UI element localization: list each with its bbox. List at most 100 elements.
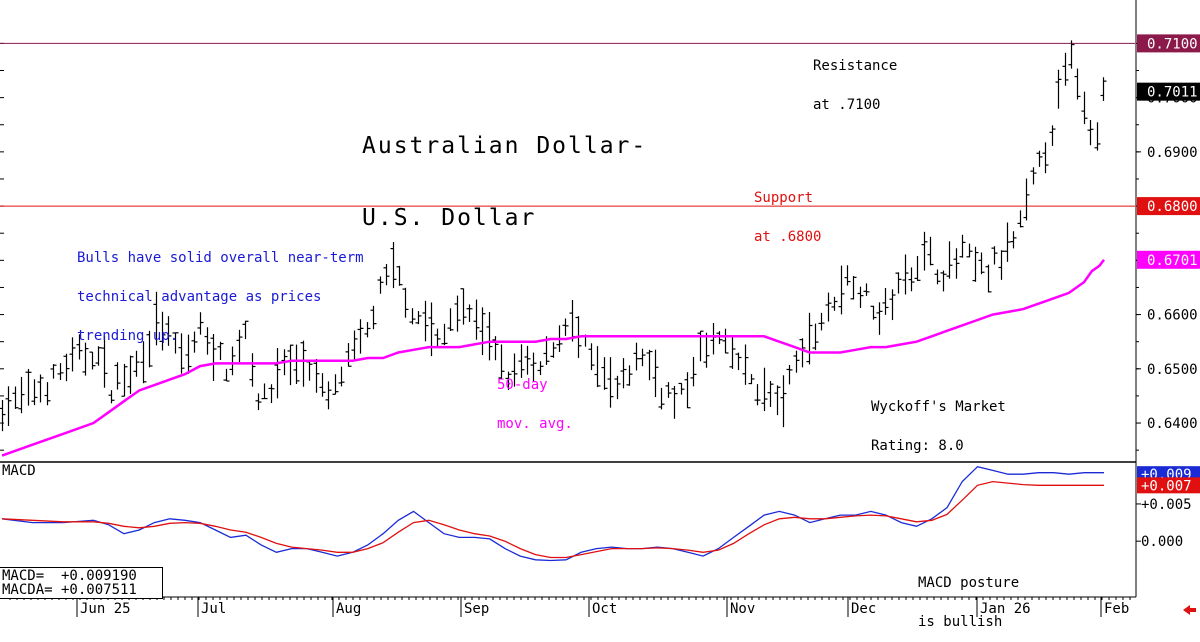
- arrow-left-icon: [1183, 605, 1196, 615]
- price-bar: [1017, 210, 1024, 228]
- price-bar: [274, 348, 281, 399]
- price-bar: [831, 296, 838, 311]
- price-bar: [255, 393, 262, 411]
- price-bar: [95, 346, 102, 366]
- price-bar: [492, 336, 499, 361]
- macd-readout-box: MACD= +0.009190 MACDA= +0.007511: [0, 567, 163, 599]
- price-bar: [908, 267, 915, 292]
- chart-title-line-2: U.S. Dollar: [362, 205, 537, 231]
- support-resistance-lines: [0, 42, 1135, 207]
- price-bar: [293, 344, 300, 384]
- macd-y-tick-label: +0.005: [1141, 497, 1192, 513]
- macd-value-tag: +0.007: [1137, 477, 1200, 494]
- bulls-annotation-line-2: technical advantage as prices: [77, 289, 322, 305]
- price-bar: [172, 332, 179, 354]
- price-bar: [31, 379, 38, 406]
- price-bar: [646, 349, 653, 381]
- date-tick-label: Jan 26: [980, 601, 1031, 617]
- price-bar: [447, 308, 454, 331]
- price-bar: [754, 384, 761, 406]
- bulls-annotation-line-1: Bulls have solid overall near-term: [77, 250, 364, 266]
- price-bar: [89, 351, 96, 370]
- macd-posture-annotation: MACD posture is bullish: [918, 551, 1019, 642]
- bulls-annotation: Bulls have solid overall near-term techn…: [77, 226, 364, 356]
- chart-canvas: 0.64000.65000.66000.67000.69000.7000+0.0…: [0, 0, 1200, 617]
- price-bar: [966, 243, 973, 258]
- price-bar: [882, 288, 889, 315]
- price-bar: [671, 385, 678, 419]
- price-bar: [562, 318, 569, 336]
- price-bar: [101, 335, 108, 388]
- price-bar: [857, 286, 864, 308]
- price-bar: [569, 299, 576, 342]
- price-bar: [377, 276, 384, 294]
- price-bar: [633, 342, 640, 371]
- scroll-arrow-icon[interactable]: [1183, 601, 1197, 615]
- price-bar: [229, 346, 236, 376]
- price-bar: [82, 342, 89, 376]
- price-bar: [614, 375, 621, 400]
- price-bar: [588, 343, 595, 371]
- price-tag-box: [1137, 197, 1200, 216]
- price-bar: [889, 289, 896, 321]
- price-bar: [300, 340, 307, 387]
- price-bar: [396, 265, 403, 286]
- price-bar: [876, 302, 883, 335]
- date-tick-label: Oct: [592, 601, 617, 617]
- price-bar: [818, 312, 825, 331]
- price-bar: [774, 385, 781, 416]
- macd-y-tick-label: 0.000: [1141, 534, 1183, 550]
- price-bar: [767, 381, 774, 407]
- price-bar: [1081, 91, 1088, 125]
- price-bar: [850, 275, 857, 300]
- price-bar: [114, 362, 121, 390]
- resistance-annotation-line-2: at .7100: [813, 97, 881, 113]
- price-bar: [268, 384, 275, 404]
- price-tag-box: [1137, 250, 1200, 269]
- price-bar: [761, 367, 768, 412]
- price-bar: [1062, 52, 1069, 86]
- price-bar: [793, 350, 800, 373]
- price-bar: [351, 330, 358, 360]
- price-bar: [934, 269, 941, 285]
- support-annotation: Support at .6800: [754, 166, 821, 257]
- price-bar: [1036, 150, 1043, 167]
- price-bar: [735, 352, 742, 371]
- price-bar: [332, 374, 339, 395]
- price-bar: [63, 353, 70, 382]
- price-bar: [127, 355, 134, 394]
- date-tick-label: Dec: [851, 601, 876, 617]
- macd-value-tag-label: +0.007: [1141, 478, 1192, 494]
- price-bar: [313, 358, 320, 393]
- price-bar: [415, 311, 422, 325]
- price-bar: [191, 331, 198, 353]
- price-bar: [1010, 231, 1017, 249]
- price-bar: [537, 361, 544, 376]
- price-bar: [140, 341, 147, 384]
- macd-readout: MACD= +0.009190: [2, 568, 137, 584]
- price-bar: [50, 364, 57, 379]
- price-bar: [620, 358, 627, 389]
- price-bar: [946, 241, 953, 279]
- price-bar: [434, 328, 441, 347]
- support-annotation-line-2: at .6800: [754, 229, 822, 245]
- date-tick-label: Jun 25: [80, 601, 131, 617]
- price-bar: [5, 386, 12, 426]
- price-bar: [390, 242, 397, 289]
- price-bar: [217, 341, 224, 361]
- price-bar: [364, 322, 371, 338]
- price-bar: [204, 327, 211, 355]
- macd-value-tag-box: [1137, 477, 1200, 494]
- ma-annotation-line-1: 50-day: [497, 377, 548, 393]
- price-bar: [108, 390, 115, 404]
- price-bar: [133, 350, 140, 377]
- price-bar: [57, 363, 64, 381]
- price-bar: [895, 272, 902, 294]
- price-bar: [18, 376, 25, 414]
- price-bar: [991, 246, 998, 265]
- price-tag-label: 0.7100: [1147, 36, 1198, 52]
- bulls-annotation-line-3: trending up.: [77, 328, 179, 344]
- price-bar: [927, 236, 934, 266]
- price-bar: [524, 345, 531, 375]
